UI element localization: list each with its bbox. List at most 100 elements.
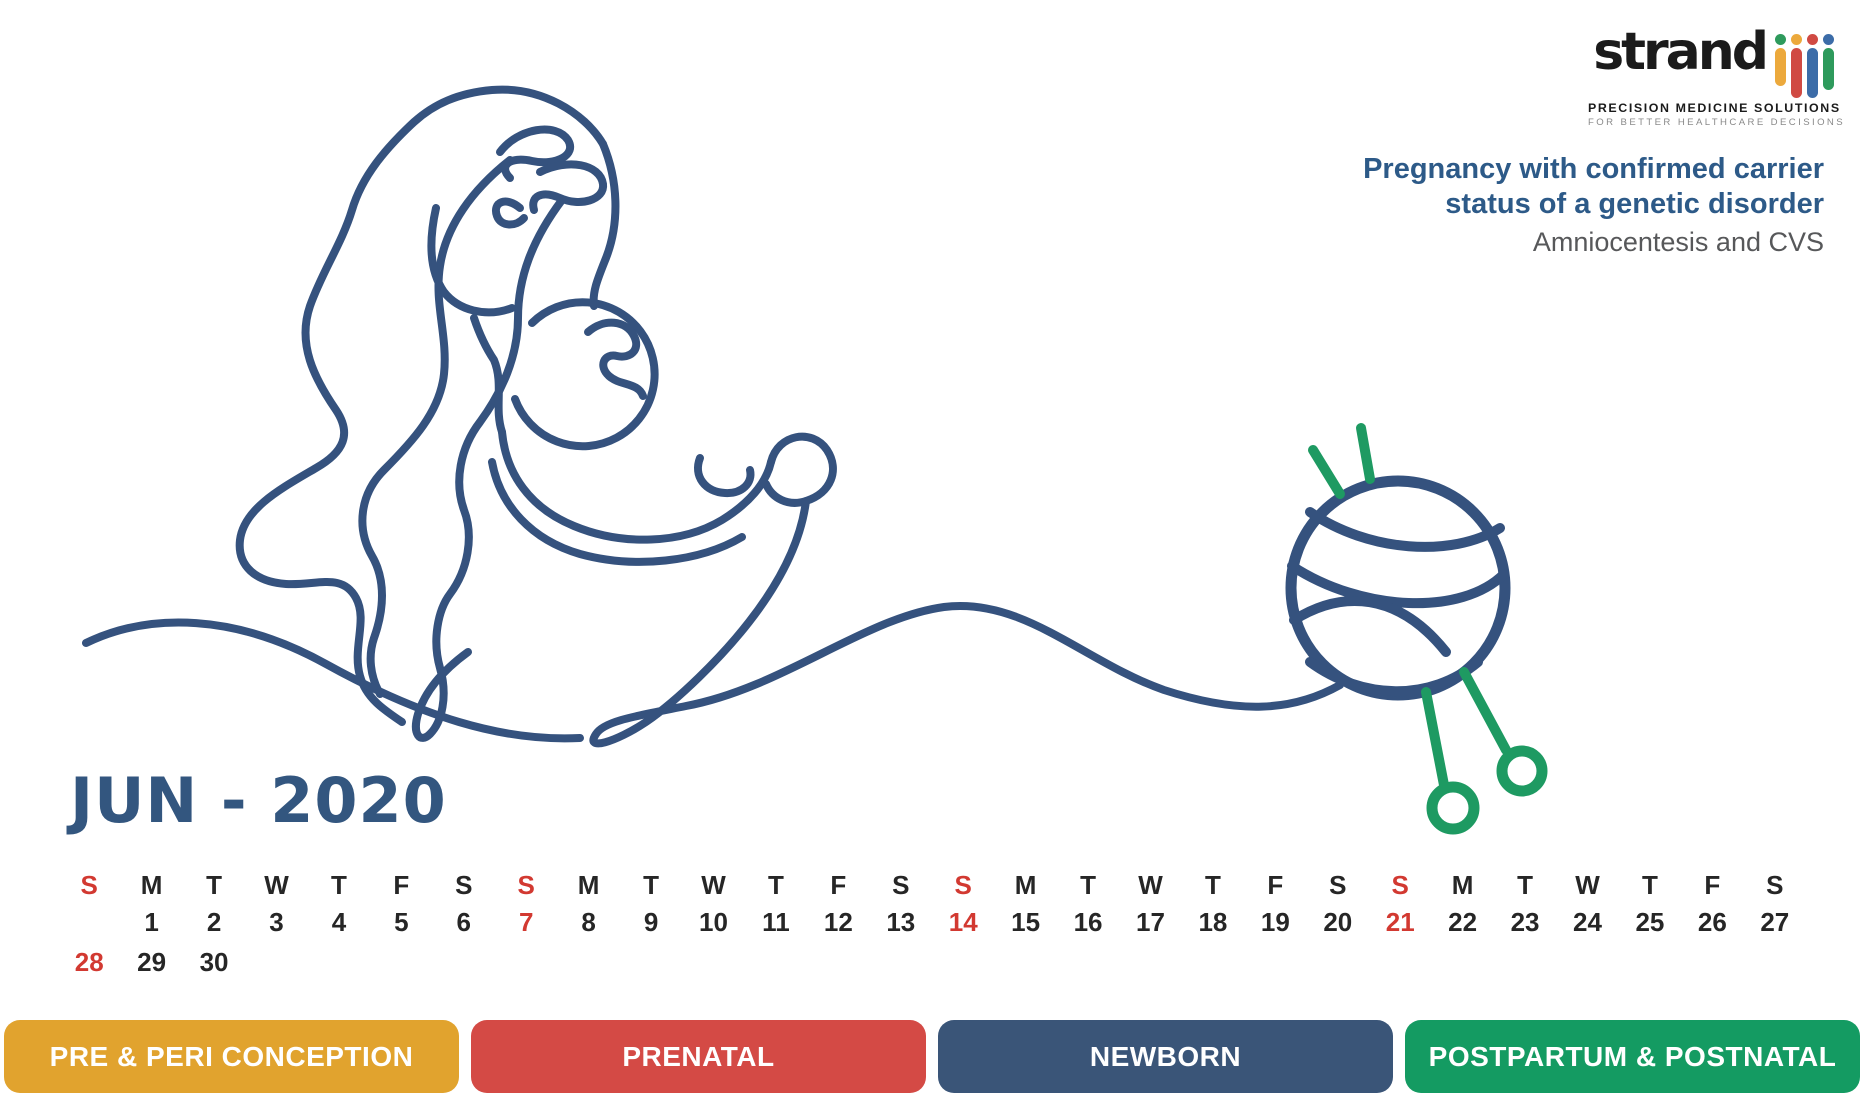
date-cell: 22	[1448, 906, 1478, 937]
weekday-letter: S	[455, 869, 473, 900]
weekday-letter: S	[1329, 869, 1347, 900]
weekday-letter: F	[830, 869, 847, 900]
strand-wordmark: strand	[1593, 22, 1769, 82]
timeline-tab-prenatal[interactable]: PRENATAL	[471, 1020, 926, 1093]
date-cell	[308, 942, 370, 982]
strand-mark-figure	[1807, 34, 1818, 98]
date-cell: 8	[581, 906, 596, 937]
timeline-tab-label: PRE & PERI CONCEPTION	[49, 1040, 414, 1072]
strand-mark-icon	[1775, 26, 1834, 98]
date-cell: 15	[1011, 906, 1041, 937]
date-cell: 27	[1760, 906, 1790, 937]
date-cell: 3	[269, 906, 284, 937]
weekday-letter: T	[767, 869, 784, 900]
date-cell	[807, 942, 869, 982]
knitting-needles-icon	[1308, 423, 1548, 835]
date-cell	[994, 942, 1056, 982]
date-cell: 10	[699, 906, 728, 937]
date-cell	[682, 942, 744, 982]
strand-logo: strand PRECISION MEDICINE SOLUTIONS FOR …	[1588, 22, 1843, 128]
date-cell: 11	[762, 906, 790, 937]
theme-line-1: Pregnancy with confirmed carrier	[1363, 153, 1824, 185]
weekday-letter: W	[1138, 869, 1163, 900]
monthly-theme: Pregnancy with confirmed carrier status …	[1363, 152, 1824, 259]
date-cell: 16	[1073, 906, 1103, 937]
timeline-tab-label: POSTPARTUM & POSTNATAL	[1428, 1040, 1837, 1072]
weekday-letter: F	[1267, 869, 1284, 900]
weekday-letter: T	[330, 869, 347, 900]
date-cell	[433, 942, 495, 982]
date-cell: 19	[1260, 906, 1290, 937]
month-title: JUN - 2020	[70, 764, 447, 837]
timeline-tab-pre-peri-conception[interactable]: PRE & PERI CONCEPTION	[4, 1020, 459, 1093]
weekday-letter: M	[1014, 869, 1037, 900]
date-cell: 21	[1385, 906, 1415, 937]
date-cell: 9	[643, 906, 659, 937]
weekday-letter: S	[517, 869, 535, 900]
mother-and-baby-lines	[82, 85, 1344, 748]
date-cell	[1244, 942, 1306, 982]
dates-row-2: 28 29 30	[58, 942, 1806, 982]
date-cell: 23	[1510, 906, 1540, 937]
theme-line-2: status of a genetic disorder	[1445, 188, 1824, 220]
date-cell: 24	[1573, 906, 1602, 937]
dates-row-1: 1 2 3 4 5 6 7 8 9 10 11 12 13 14 15 16 17 18 19 20 21 22 23 24 2…	[58, 902, 1806, 942]
weekday-letter: W	[264, 869, 289, 900]
date-cell	[1744, 942, 1806, 982]
weekday-letter: T	[1080, 869, 1096, 900]
date-cell	[1057, 942, 1119, 982]
weekday-letter: S	[1391, 869, 1409, 900]
date-cell: 4	[331, 906, 347, 937]
date-cell	[1619, 942, 1681, 982]
weekday-letter: M	[140, 869, 163, 900]
date-cell	[745, 942, 807, 982]
weekday-letter: S	[80, 869, 98, 900]
timeline-tab-label: PRENATAL	[622, 1040, 775, 1072]
date-cell	[495, 942, 557, 982]
timeline-tab-newborn[interactable]: NEWBORN	[938, 1020, 1393, 1093]
date-cell: 6	[456, 906, 471, 937]
strand-mark-figure	[1791, 34, 1802, 98]
weekday-letter: T	[206, 869, 222, 900]
date-cell: 26	[1697, 906, 1727, 937]
date-cell: 20	[1323, 906, 1353, 937]
weekday-letter: T	[1204, 869, 1221, 900]
date-cell	[1556, 942, 1618, 982]
date-cell: 2	[206, 906, 222, 937]
date-cell: 17	[1136, 906, 1165, 937]
weekday-letter: F	[393, 869, 410, 900]
date-cell	[245, 942, 307, 982]
date-cell	[932, 942, 994, 982]
weekday-letter: F	[1704, 869, 1721, 900]
timeline-tab-bar: PRE & PERI CONCEPTION PRENATAL NEWBORN POST…	[4, 1020, 1860, 1093]
date-cell	[1369, 942, 1431, 982]
weekday-letter: T	[1517, 869, 1533, 900]
weekday-letter: S	[1766, 869, 1784, 900]
date-cell: 7	[518, 906, 534, 937]
date-cell	[557, 942, 619, 982]
weekday-letter: T	[643, 869, 659, 900]
date-cell: 13	[886, 906, 916, 937]
strand-mark-figure	[1823, 34, 1834, 90]
date-cell: 12	[823, 906, 853, 937]
weekday-letter: W	[701, 869, 726, 900]
date-cell: 1	[144, 906, 159, 937]
date-cell	[1307, 942, 1369, 982]
timeline-tab-postpartum-postnatal[interactable]: POSTPARTUM & POSTNATAL	[1405, 1020, 1860, 1093]
date-cell	[620, 942, 682, 982]
date-cell	[870, 942, 932, 982]
date-cell	[58, 902, 120, 942]
weekday-letter: S	[954, 869, 972, 900]
date-cell	[1182, 942, 1244, 982]
date-cell: 25	[1635, 906, 1665, 937]
weekday-letter: T	[1641, 869, 1658, 900]
logo-tagline: PRECISION MEDICINE SOLUTIONS	[1588, 101, 1841, 115]
date-cell: 28	[74, 946, 104, 977]
date-cell: 14	[948, 906, 978, 937]
date-cell	[1119, 942, 1181, 982]
date-cell: 30	[199, 946, 229, 977]
